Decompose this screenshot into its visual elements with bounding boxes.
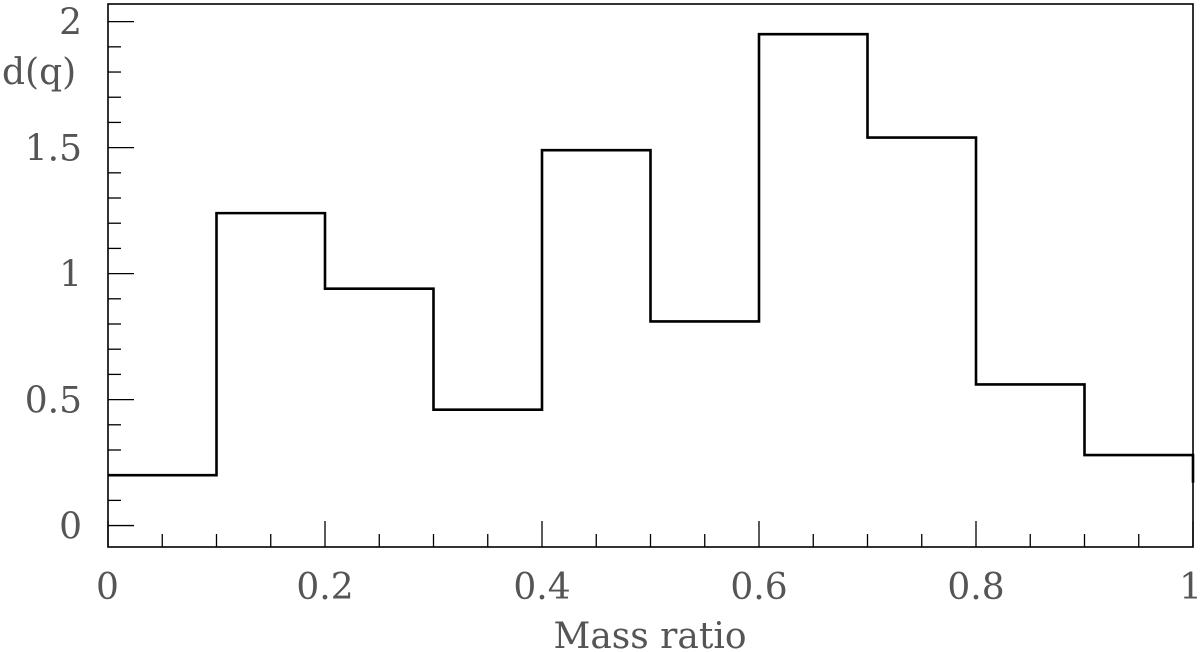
histogram-step-line bbox=[108, 32, 1195, 483]
axis-ticks bbox=[107, 20, 1194, 547]
y-axis-label: d(q) bbox=[2, 52, 76, 93]
x-tick-label: 1 bbox=[1179, 567, 1200, 608]
x-axis-label: Mass ratio bbox=[553, 616, 746, 652]
tick-labels: 0 0.2 0.4 0.6 0.8 1 0 0.5 1 1.5 2 bbox=[25, 3, 1200, 608]
x-tick-label: 0.6 bbox=[730, 567, 787, 608]
y-tick-label: 0.5 bbox=[25, 381, 82, 422]
x-tick-label: 0.4 bbox=[513, 567, 570, 608]
y-tick-label: 1.5 bbox=[25, 129, 82, 170]
y-tick-label: 0 bbox=[59, 507, 82, 548]
x-tick-label: 0 bbox=[96, 567, 119, 608]
x-tick-label: 0.8 bbox=[947, 567, 1004, 608]
y-tick-label: 1 bbox=[59, 255, 82, 296]
x-tick-label: 0.2 bbox=[296, 567, 353, 608]
y-tick-label: 2 bbox=[59, 3, 82, 44]
